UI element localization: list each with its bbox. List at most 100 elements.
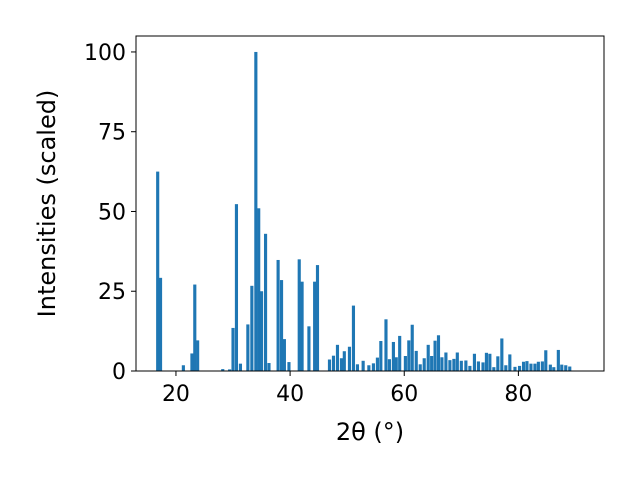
bar-14 [257, 208, 261, 371]
bar-87 [568, 366, 572, 371]
bar-45 [403, 356, 407, 371]
bar-75 [521, 361, 526, 371]
bar-48 [414, 350, 418, 371]
x-axis-label: 2θ (°) [336, 418, 404, 446]
bar-6 [221, 369, 225, 371]
bar-30 [339, 358, 344, 371]
bar-77 [529, 363, 533, 371]
bar-44 [398, 335, 402, 371]
bar-22 [297, 259, 301, 371]
bar-55 [440, 357, 444, 371]
bar-54 [436, 335, 441, 371]
bar-78 [533, 363, 537, 371]
bar-5 [196, 340, 200, 371]
bar-1 [158, 277, 163, 371]
bar-13 [254, 51, 258, 371]
bar-2 [181, 365, 185, 371]
bar-66 [484, 352, 488, 371]
bar-25 [313, 281, 317, 371]
bar-28 [331, 355, 336, 371]
bar-65 [481, 362, 485, 371]
bar-3 [190, 353, 194, 371]
bar-64 [476, 361, 481, 371]
bar-8 [231, 327, 235, 371]
bar-24 [307, 326, 311, 371]
bar-46 [407, 340, 411, 371]
bar-70 [500, 338, 504, 371]
bar-56 [444, 352, 448, 371]
bar-58 [452, 358, 456, 371]
y-tick-label: 25 [98, 280, 126, 305]
bar-20 [282, 339, 286, 371]
bar-67 [488, 353, 492, 371]
bar-42 [391, 341, 395, 371]
bar-10 [238, 363, 243, 371]
x-tick-label: 20 [162, 382, 190, 407]
bar-32 [347, 346, 352, 371]
bar-72 [508, 354, 512, 371]
bar-33 [351, 305, 356, 371]
bar-16 [263, 233, 268, 371]
bar-85 [560, 364, 564, 371]
bar-40 [384, 319, 388, 371]
bar-69 [496, 356, 500, 371]
bars-group [156, 51, 572, 371]
bar-38 [375, 357, 379, 371]
bar-23 [300, 281, 304, 371]
bar-26 [315, 265, 320, 371]
bar-39 [379, 341, 383, 371]
x-tick-label: 40 [276, 382, 304, 407]
bar-83 [552, 367, 556, 371]
bar-53 [433, 340, 437, 371]
bar-59 [455, 352, 459, 371]
bar-27 [327, 359, 332, 371]
bar-74 [517, 365, 522, 371]
bar-63 [472, 353, 477, 371]
bar-84 [556, 349, 560, 371]
bar-19 [279, 280, 284, 371]
bar-73 [513, 366, 517, 371]
bar-82 [548, 364, 552, 371]
x-axis-ticks: 20 40 60 80 [162, 371, 532, 407]
y-tick-label: 0 [112, 360, 126, 385]
bar-52 [430, 356, 434, 371]
y-axis-ticks: 0 25 50 75 100 [84, 41, 136, 385]
bar-4 [193, 284, 197, 371]
y-axis-label: Intensities (scaled) [33, 90, 61, 318]
bar-29 [335, 344, 340, 371]
bar-0 [156, 171, 160, 371]
bar-9 [234, 204, 239, 371]
bar-47 [410, 324, 414, 371]
bar-61 [464, 360, 468, 371]
bar-7 [228, 369, 232, 371]
bar-49 [418, 364, 422, 371]
bar-35 [361, 360, 365, 371]
plot-frame [135, 35, 605, 372]
bar-51 [426, 344, 430, 371]
bar-76 [525, 361, 529, 371]
bar-18 [276, 259, 280, 371]
bar-50 [422, 358, 426, 371]
x-tick-label: 60 [390, 382, 418, 407]
bar-68 [492, 367, 496, 371]
bar-41 [387, 359, 391, 371]
bar-17 [267, 363, 271, 371]
bar-81 [544, 350, 548, 371]
bar-57 [448, 360, 452, 371]
bar-86 [564, 365, 568, 371]
bar-12 [250, 285, 254, 371]
bar-43 [394, 357, 398, 371]
bar-21 [287, 362, 291, 371]
bar-31 [342, 351, 346, 371]
bar-11 [246, 324, 250, 371]
bar-34 [355, 364, 360, 371]
bar-79 [536, 361, 540, 371]
bar-80 [540, 361, 544, 371]
bar-71 [504, 365, 508, 371]
bar-36 [367, 365, 371, 371]
y-tick-label: 50 [98, 200, 126, 225]
bar-60 [459, 360, 463, 371]
bar-37 [371, 363, 375, 371]
x-tick-label: 80 [504, 382, 532, 407]
